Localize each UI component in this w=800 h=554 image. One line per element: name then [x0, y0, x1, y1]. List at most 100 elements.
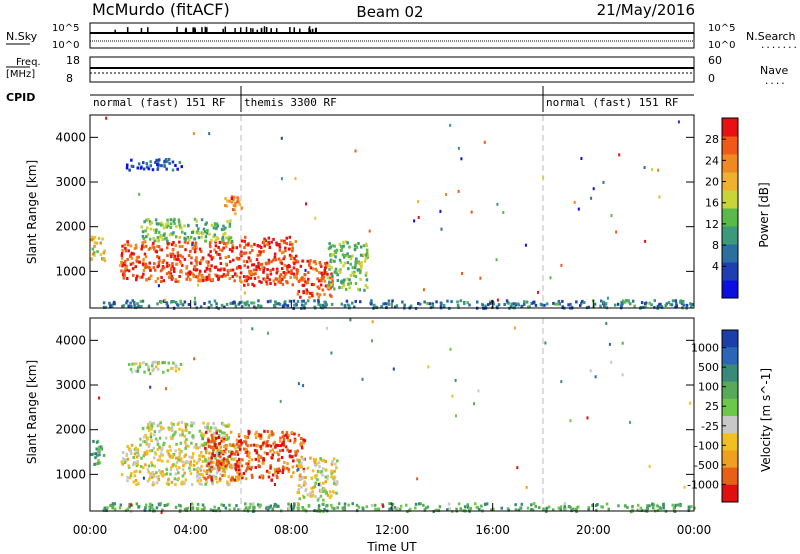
- range-cell: [149, 164, 152, 168]
- range-cell: [253, 448, 257, 452]
- range-cell: [130, 370, 134, 374]
- range-cell: [173, 221, 176, 225]
- range-cell: [258, 475, 262, 479]
- range-cell: [179, 260, 182, 263]
- range-cell: [273, 282, 277, 286]
- range-cell: [360, 245, 363, 249]
- range-cell: [293, 303, 296, 307]
- range-cell: [94, 456, 97, 460]
- range-cell: [165, 272, 169, 276]
- range-cell: [217, 429, 220, 433]
- range-cell: [325, 326, 328, 330]
- range-cell: [149, 160, 152, 164]
- range-cell: [330, 462, 334, 466]
- range-cell: [243, 435, 247, 438]
- range-cell: [231, 249, 234, 253]
- range-cell: [165, 482, 169, 486]
- range-cell: [178, 220, 181, 224]
- range-cell: [288, 242, 292, 246]
- range-cell: [174, 483, 177, 487]
- range-cell: [354, 257, 358, 261]
- range-cell: [223, 424, 227, 428]
- range-cell: [331, 244, 335, 248]
- range-cell: [287, 502, 290, 506]
- range-cell: [393, 506, 397, 510]
- range-cell: [319, 489, 323, 492]
- range-cell: [277, 302, 281, 306]
- range-cell: [193, 459, 196, 463]
- range-cell: [235, 246, 238, 250]
- y-tick-label: 2000: [55, 423, 86, 437]
- range-cell: [160, 221, 163, 225]
- station-title: McMurdo (fitACF): [92, 0, 230, 19]
- range-cell: [164, 223, 168, 227]
- range-cell: [292, 504, 296, 508]
- range-cell: [335, 466, 338, 470]
- range-cell: [230, 197, 234, 200]
- range-cell: [391, 299, 394, 303]
- range-cell: [273, 256, 277, 259]
- range-cell: [142, 245, 146, 249]
- range-cell: [148, 265, 151, 269]
- range-cell: [146, 479, 150, 483]
- range-cell: [281, 465, 285, 469]
- range-cell: [263, 266, 266, 270]
- range-cell: [241, 476, 244, 480]
- range-cell: [487, 303, 490, 307]
- range-cell: [342, 279, 345, 283]
- range-cell: [225, 262, 228, 266]
- range-cell: [268, 246, 272, 249]
- range-cell: [139, 275, 142, 279]
- range-cell: [276, 451, 279, 455]
- range-cell: [191, 231, 194, 234]
- range-cell: [318, 286, 321, 290]
- range-cell: [127, 249, 130, 253]
- range-cell: [569, 302, 572, 306]
- range-cell: [301, 283, 305, 287]
- range-cell: [135, 256, 139, 260]
- range-cell: [124, 247, 127, 250]
- range-cell: [239, 443, 243, 447]
- range-cell: [228, 443, 232, 446]
- range-cell: [220, 439, 223, 443]
- range-cell: [284, 271, 288, 275]
- range-cell: [294, 453, 297, 457]
- range-cell: [136, 459, 139, 463]
- range-cell: [226, 269, 229, 273]
- range-cell: [162, 370, 165, 374]
- range-cell: [342, 244, 345, 248]
- range-cell: [392, 367, 395, 371]
- range-cell: [278, 275, 282, 279]
- range-cell: [233, 195, 236, 199]
- range-cell: [143, 370, 146, 374]
- range-cell: [163, 473, 166, 477]
- range-cell: [262, 461, 265, 465]
- range-cell: [295, 275, 298, 279]
- range-cell: [273, 440, 276, 444]
- range-cell: [212, 422, 215, 425]
- range-cell: [319, 283, 323, 287]
- range-cell: [99, 253, 103, 257]
- range-cell: [333, 479, 336, 482]
- range-cell: [567, 303, 570, 307]
- range-cell: [300, 455, 304, 459]
- range-cell: [308, 295, 311, 299]
- range-cell: [161, 459, 164, 463]
- range-cell: [143, 252, 147, 256]
- range-cell: [370, 504, 374, 507]
- range-cell: [189, 460, 192, 464]
- range-cell: [151, 463, 154, 467]
- range-cell: [290, 475, 293, 479]
- range-cell: [224, 226, 227, 230]
- range-cell: [194, 296, 196, 300]
- range-cell: [178, 245, 182, 248]
- range-cell: [141, 230, 145, 234]
- range-cell: [212, 448, 215, 452]
- range-cell: [502, 211, 505, 214]
- range-cell: [301, 259, 304, 263]
- range-cell: [247, 243, 250, 247]
- range-cell: [138, 365, 141, 369]
- range-cell: [190, 463, 193, 467]
- range-cell: [296, 458, 299, 462]
- range-cell: [200, 508, 204, 511]
